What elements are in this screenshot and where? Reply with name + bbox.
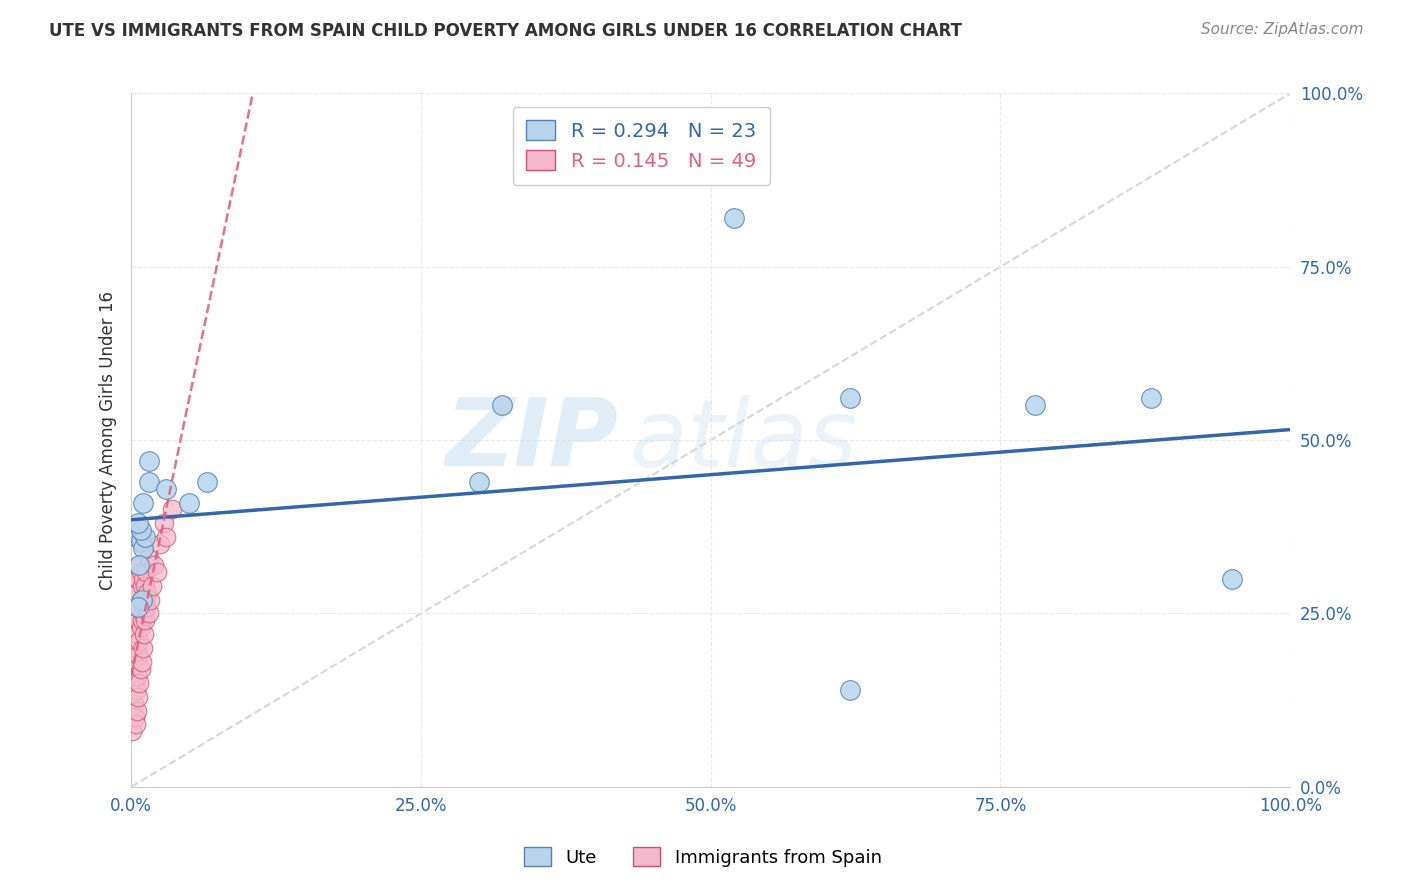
Point <box>125 717 148 731</box>
Point <box>132 627 155 641</box>
Point <box>160 502 183 516</box>
Point <box>131 579 153 593</box>
Text: UTE VS IMMIGRANTS FROM SPAIN CHILD POVERTY AMONG GIRLS UNDER 16 CORRELATION CHAR: UTE VS IMMIGRANTS FROM SPAIN CHILD POVER… <box>49 22 962 40</box>
Point <box>127 599 149 614</box>
Point <box>1140 392 1163 406</box>
Point <box>152 516 174 531</box>
Point <box>129 530 152 544</box>
Point <box>127 572 149 586</box>
Point <box>179 495 201 509</box>
Point <box>138 454 160 468</box>
Point <box>132 541 155 555</box>
Point <box>127 648 149 662</box>
Point <box>155 530 177 544</box>
Point <box>128 675 150 690</box>
Point <box>127 614 149 628</box>
Point <box>491 399 513 413</box>
Point <box>129 662 152 676</box>
Point <box>125 627 148 641</box>
Point <box>128 558 150 572</box>
Point <box>132 572 155 586</box>
Point <box>1024 399 1046 413</box>
Point <box>127 690 149 704</box>
Point <box>139 592 162 607</box>
Point <box>132 495 155 509</box>
Point <box>125 641 148 656</box>
Point <box>1220 572 1243 586</box>
Point <box>149 537 172 551</box>
Point <box>124 710 146 724</box>
Point <box>129 565 152 579</box>
Point <box>134 530 156 544</box>
Point <box>143 558 166 572</box>
Point <box>138 551 160 566</box>
Point <box>132 537 155 551</box>
Point <box>134 614 156 628</box>
Point <box>125 585 148 599</box>
Point <box>129 523 152 537</box>
Point <box>127 516 149 531</box>
Point <box>135 599 157 614</box>
Point <box>128 558 150 572</box>
Point <box>138 475 160 489</box>
Point <box>131 592 153 607</box>
Point <box>122 675 145 690</box>
Point <box>145 565 167 579</box>
Point <box>131 614 153 628</box>
Text: Source: ZipAtlas.com: Source: ZipAtlas.com <box>1201 22 1364 37</box>
Point <box>138 607 160 621</box>
Legend: R = 0.294   N = 23, R = 0.145   N = 49: R = 0.294 N = 23, R = 0.145 N = 49 <box>513 106 769 185</box>
Point <box>128 634 150 648</box>
Point <box>132 592 155 607</box>
Point <box>124 655 146 669</box>
Point <box>136 585 159 599</box>
Point <box>132 641 155 656</box>
Point <box>128 599 150 614</box>
Point <box>125 704 148 718</box>
Point <box>134 579 156 593</box>
Point <box>129 592 152 607</box>
Point <box>125 530 148 544</box>
Point <box>723 211 745 226</box>
Point <box>129 533 152 548</box>
Point <box>838 682 860 697</box>
Point <box>468 475 491 489</box>
Text: ZIP: ZIP <box>446 394 619 486</box>
Y-axis label: Child Poverty Among Girls Under 16: Child Poverty Among Girls Under 16 <box>100 291 117 590</box>
Point <box>132 607 155 621</box>
Text: atlas: atlas <box>630 394 858 485</box>
Point <box>122 697 145 711</box>
Point <box>838 392 860 406</box>
Point <box>155 482 177 496</box>
Point <box>129 620 152 634</box>
Point <box>195 475 218 489</box>
Point <box>141 579 163 593</box>
Point <box>131 655 153 669</box>
Point <box>125 682 148 697</box>
Legend: Ute, Immigrants from Spain: Ute, Immigrants from Spain <box>517 840 889 874</box>
Point <box>125 669 148 683</box>
Point <box>135 565 157 579</box>
Point <box>121 724 143 739</box>
